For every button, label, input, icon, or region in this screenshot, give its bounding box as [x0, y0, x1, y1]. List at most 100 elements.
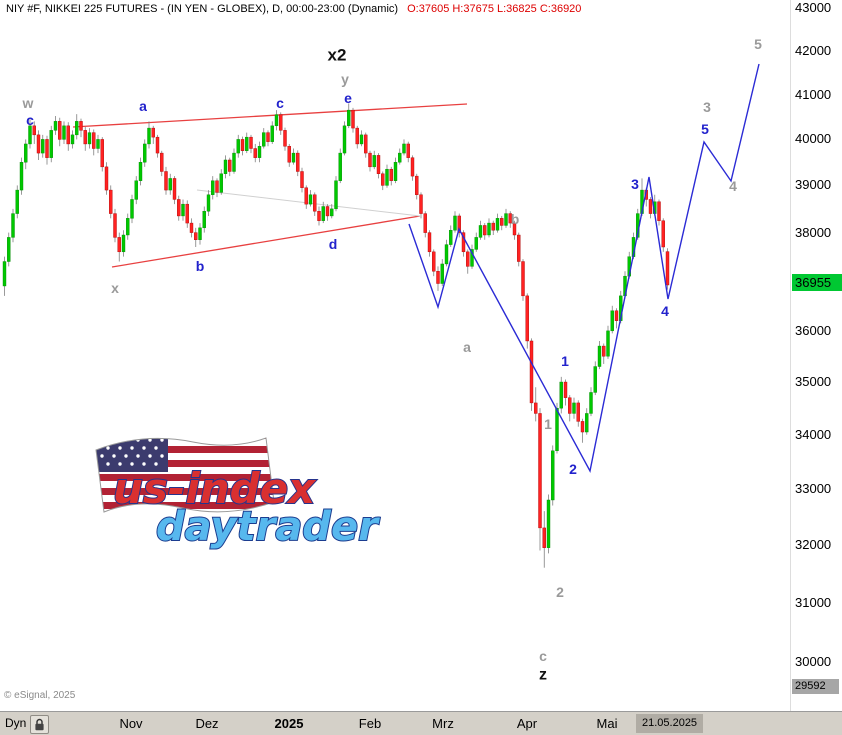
candle	[576, 402, 580, 422]
price-axis-label: 36000	[795, 322, 832, 338]
candle	[223, 159, 228, 174]
candle	[593, 366, 597, 393]
candle	[500, 218, 504, 226]
candle	[283, 130, 287, 147]
candle	[134, 180, 138, 200]
candle	[206, 194, 211, 212]
candle	[457, 215, 461, 233]
candle	[181, 203, 185, 217]
candle	[245, 136, 249, 151]
candle	[185, 203, 189, 224]
time-axis-label: Dez	[195, 716, 219, 731]
candle	[2, 261, 7, 287]
candle	[7, 237, 11, 262]
candle	[270, 125, 274, 142]
candle	[589, 392, 593, 414]
candle	[143, 143, 147, 163]
candle	[83, 130, 87, 145]
candle	[330, 208, 334, 217]
candle	[606, 330, 610, 357]
candle	[317, 211, 321, 221]
candle	[580, 421, 585, 433]
candle	[342, 125, 347, 154]
candle	[300, 171, 304, 188]
wave-label: b	[511, 211, 520, 227]
candle	[436, 271, 440, 284]
last-price-badge: 36955	[792, 274, 842, 292]
candle	[538, 413, 542, 529]
dyn-mode-button[interactable]: Dyn	[5, 712, 26, 735]
candle	[249, 136, 253, 149]
candle	[113, 213, 117, 238]
candle	[121, 234, 126, 253]
candle	[478, 225, 483, 238]
candle	[555, 407, 559, 452]
candle	[228, 159, 232, 172]
candle	[351, 109, 355, 129]
candle	[657, 201, 661, 221]
candle	[70, 134, 75, 145]
time-axis-label: Mrz	[432, 716, 454, 731]
candle	[453, 215, 457, 231]
price-axis-label: 35000	[795, 374, 832, 390]
trendline	[196, 189, 421, 217]
candle	[551, 450, 555, 501]
candle	[168, 178, 172, 191]
candle	[419, 194, 423, 214]
candle	[15, 189, 19, 214]
candle	[572, 402, 576, 414]
candle	[130, 199, 134, 219]
candle	[66, 125, 70, 145]
candle	[96, 139, 100, 149]
candle	[372, 155, 376, 168]
candle	[325, 206, 330, 217]
wave-label: z	[539, 667, 547, 684]
candle	[602, 345, 606, 357]
watermark-logo: us-index daytrader	[88, 428, 388, 558]
candle	[665, 251, 670, 286]
candle	[240, 139, 245, 151]
elliott-projection-line	[408, 63, 760, 474]
candle	[262, 132, 266, 147]
candle	[614, 310, 619, 321]
candle	[58, 121, 62, 140]
lock-scale-button[interactable]	[30, 715, 49, 734]
candle	[534, 402, 538, 414]
symbol-title: NIY #F, NIKKEI 225 FUTURES - (IN YEN - G…	[6, 3, 399, 15]
candle	[11, 213, 15, 238]
candle	[62, 125, 66, 140]
wave-label: 1	[561, 353, 569, 369]
candle	[338, 152, 342, 181]
candle	[563, 381, 568, 398]
candle	[49, 130, 53, 158]
candle	[610, 310, 614, 332]
candle	[215, 180, 219, 193]
wave-label: c	[26, 112, 34, 128]
candle	[359, 134, 364, 145]
candle	[308, 194, 313, 205]
candle	[253, 148, 257, 158]
price-axis[interactable]: 36955 29592 43000 42000 41000 40000 39000 380…	[790, 0, 842, 711]
wave-label: 4	[729, 178, 737, 194]
candle	[517, 234, 521, 262]
time-axis[interactable]: 21.05.2025 Nov Dez 2025 Feb Mrz Apr Mai	[0, 712, 842, 735]
candle	[385, 168, 389, 186]
candle	[138, 162, 143, 181]
candle	[104, 166, 109, 191]
candle	[334, 180, 338, 210]
selected-date-badge: 21.05.2025	[636, 714, 704, 733]
candle	[92, 132, 96, 149]
wave-label: 5	[754, 36, 762, 52]
candle	[597, 345, 602, 367]
candle	[546, 499, 551, 548]
candle	[466, 251, 470, 267]
candle	[512, 222, 517, 236]
wave-label: y	[341, 71, 349, 87]
candle	[661, 220, 665, 248]
candle	[189, 222, 194, 233]
candle	[296, 152, 300, 172]
candle	[521, 261, 525, 297]
candle	[147, 127, 151, 145]
wave-label: a	[139, 98, 147, 114]
